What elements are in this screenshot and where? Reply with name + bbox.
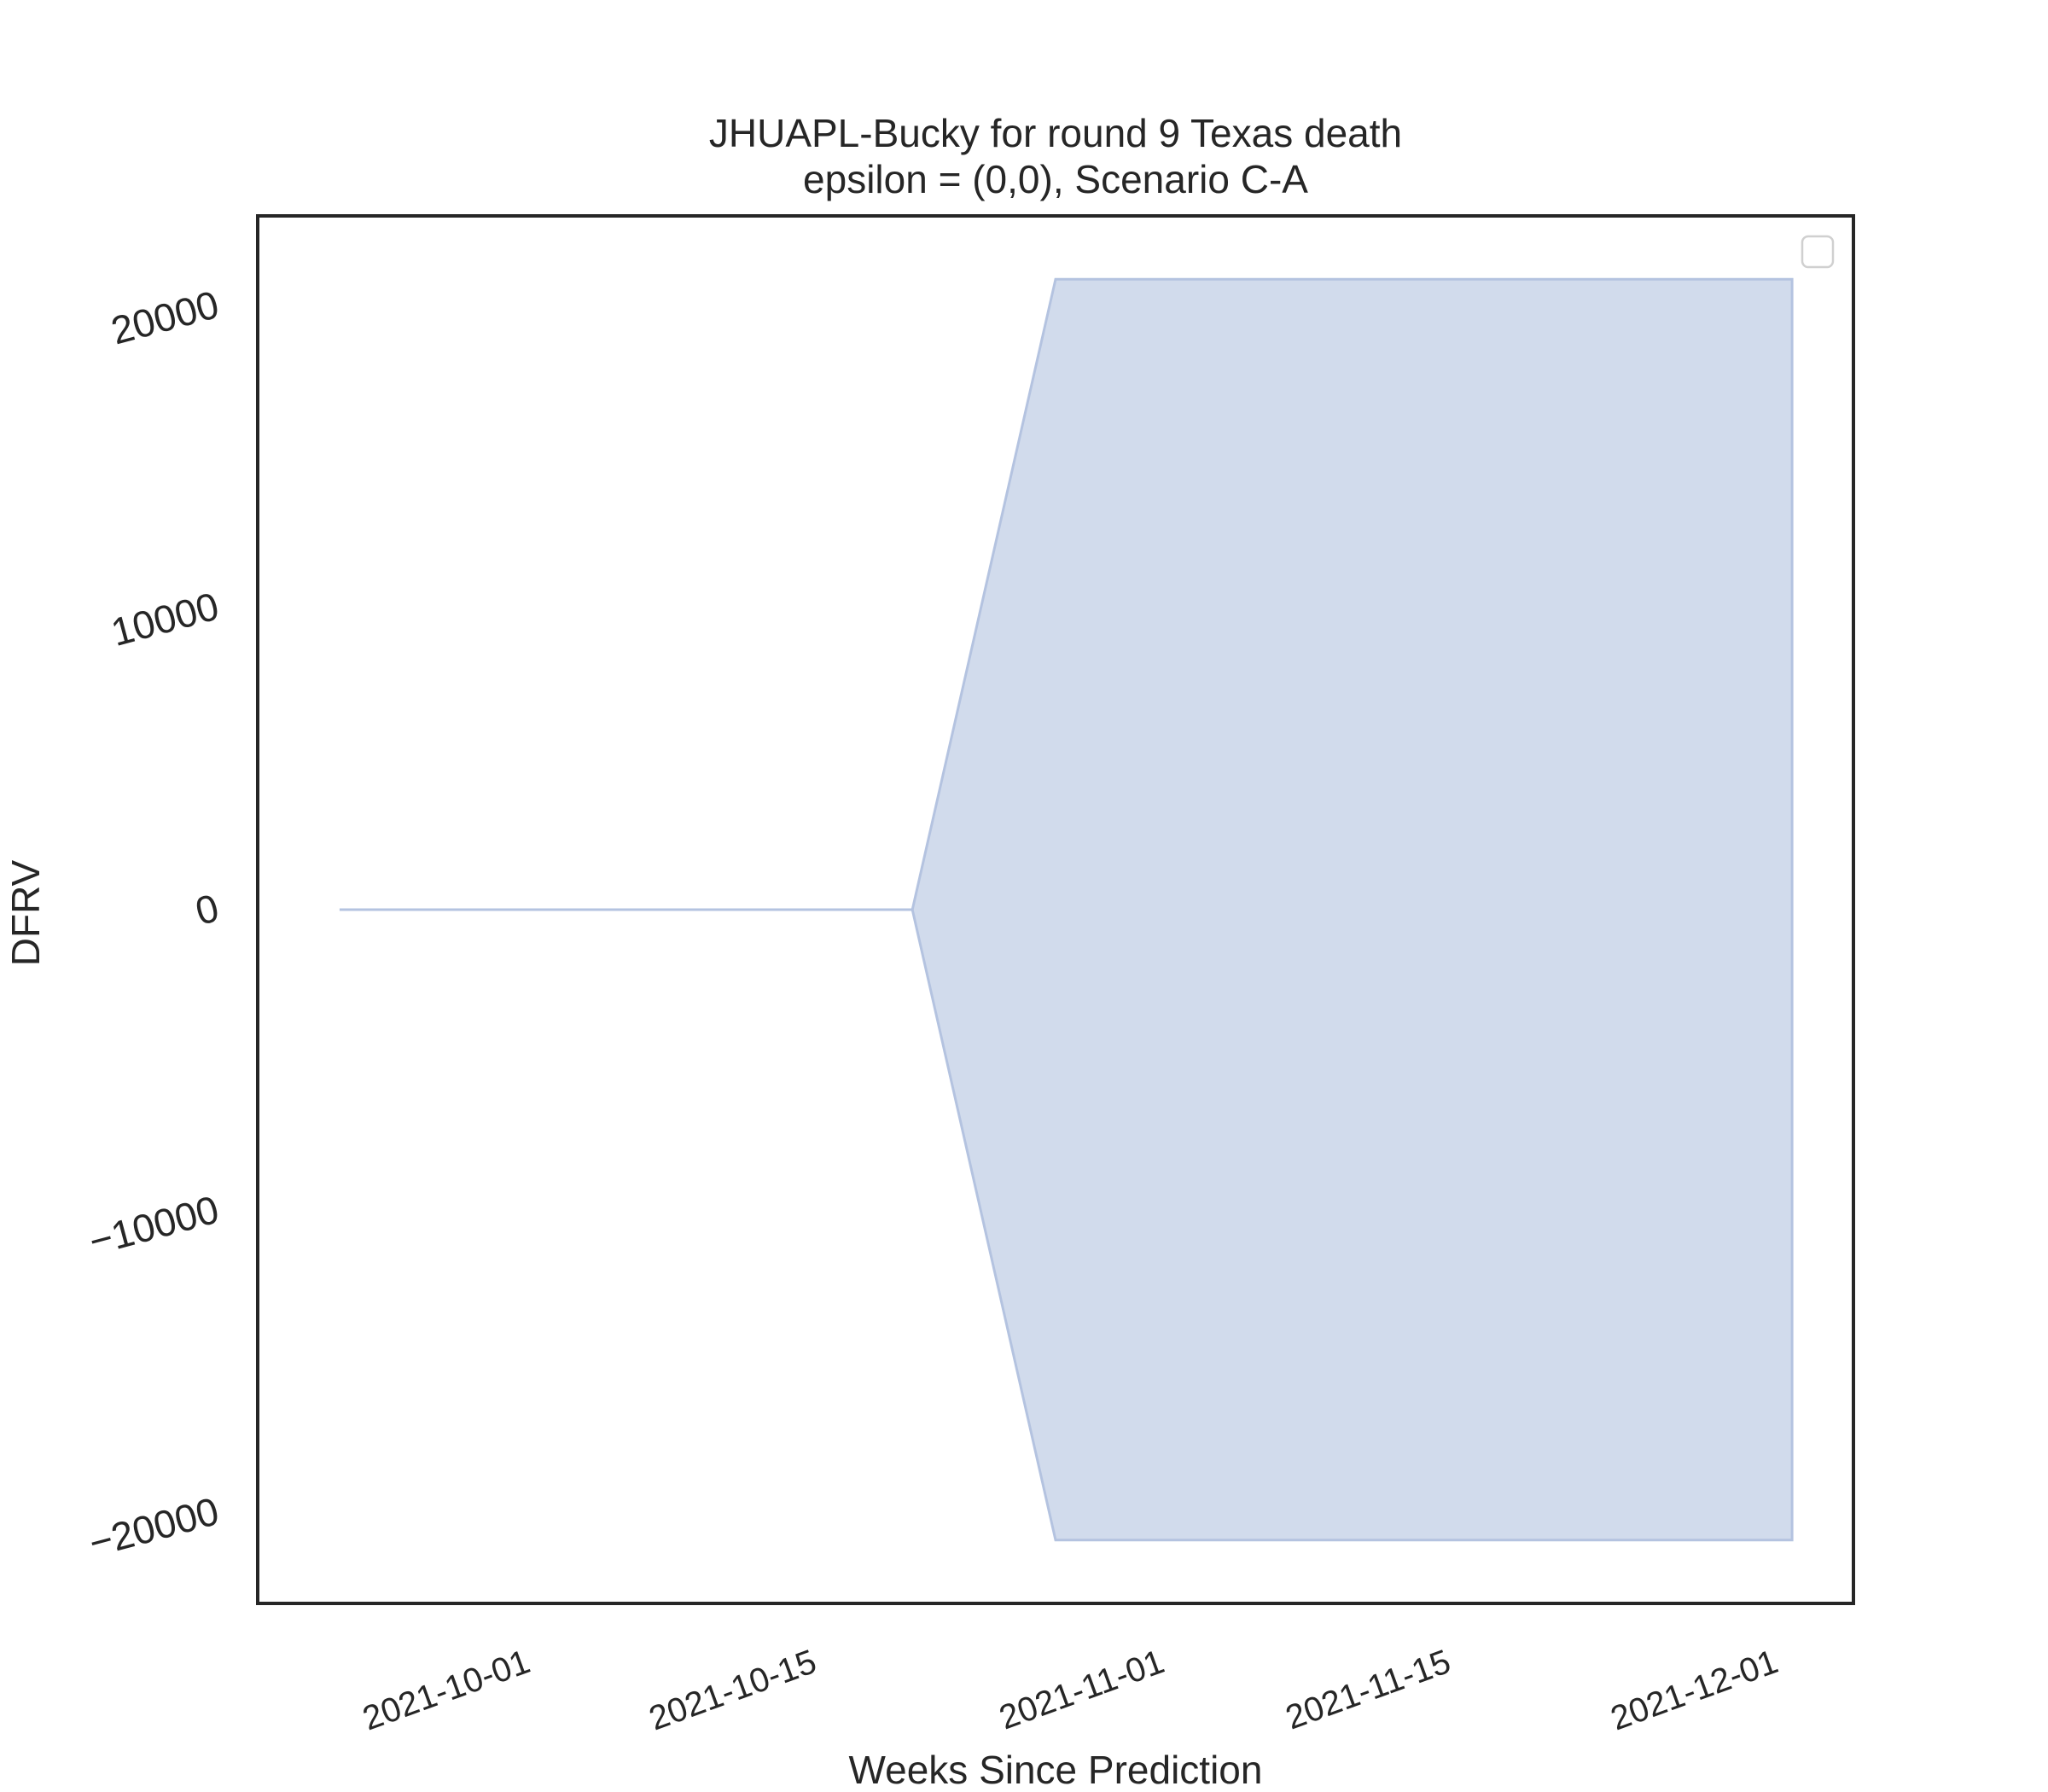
x-tick-label: 2021-11-01 (994, 1643, 1169, 1737)
y-axis-label: DFRV (3, 859, 48, 966)
chart-subtitle: epsilon = (0,0), Scenario C-A (803, 157, 1308, 201)
y-tick-label: 20000 (107, 282, 224, 352)
x-tick-label: 2021-12-01 (1606, 1643, 1783, 1737)
x-tick-label: 2021-10-01 (358, 1643, 534, 1737)
y-tick-label: 0 (191, 885, 224, 934)
chart-title: JHUAPL-Bucky for round 9 Texas death (709, 111, 1402, 155)
confidence-band (339, 277, 1794, 1542)
y-tick-label: −10000 (84, 1187, 224, 1264)
plot-area (339, 277, 1794, 1542)
legend-box (1801, 235, 1835, 269)
y-tick-labels: −20000 −10000 0 10000 20000 (84, 282, 224, 1565)
x-axis-label: Weeks Since Prediction (849, 1748, 1263, 1792)
y-tick-label: −20000 (84, 1488, 224, 1565)
x-tick-label: 2021-11-15 (1281, 1643, 1456, 1737)
x-tick-label: 2021-10-15 (644, 1643, 821, 1737)
axes-frame (256, 214, 1855, 1605)
y-tick-label: 10000 (107, 584, 224, 655)
x-tick-labels: 2021-10-01 2021-10-15 2021-11-01 2021-11-15… (358, 1643, 1783, 1737)
